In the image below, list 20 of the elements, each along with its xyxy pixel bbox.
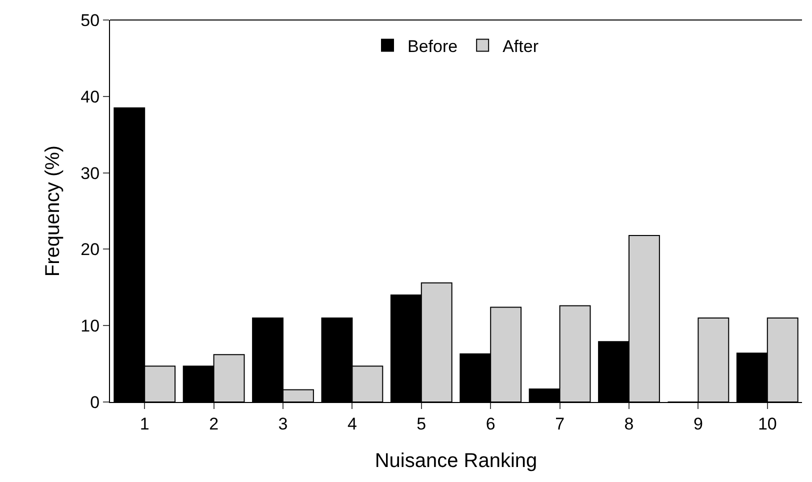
x-tick-label: 1 [140,414,150,434]
legend-label: After [502,36,539,56]
y-tick-label: 20 [80,240,100,260]
x-tick-label: 6 [486,414,496,434]
y-tick-label: 30 [80,164,100,183]
y-axis-title: Frequency (%) [42,145,64,277]
x-tick-label: 10 [758,414,777,434]
x-axis-title: Nuisance Ranking [374,450,538,472]
x-tick-label: 8 [624,414,634,434]
x-tick-label: 2 [209,414,219,434]
legend-label: Before [408,36,458,56]
y-tick-label: 0 [90,392,100,412]
x-tick-label: 3 [278,414,288,434]
x-tick-label: 9 [693,414,703,434]
y-tick-label: 40 [80,87,100,106]
x-tick-label: 7 [555,414,565,434]
y-tick-label: 10 [80,316,100,336]
x-tick-label: 5 [416,414,426,434]
x-tick-label: 4 [347,414,357,434]
y-tick-label: 50 [80,10,100,30]
